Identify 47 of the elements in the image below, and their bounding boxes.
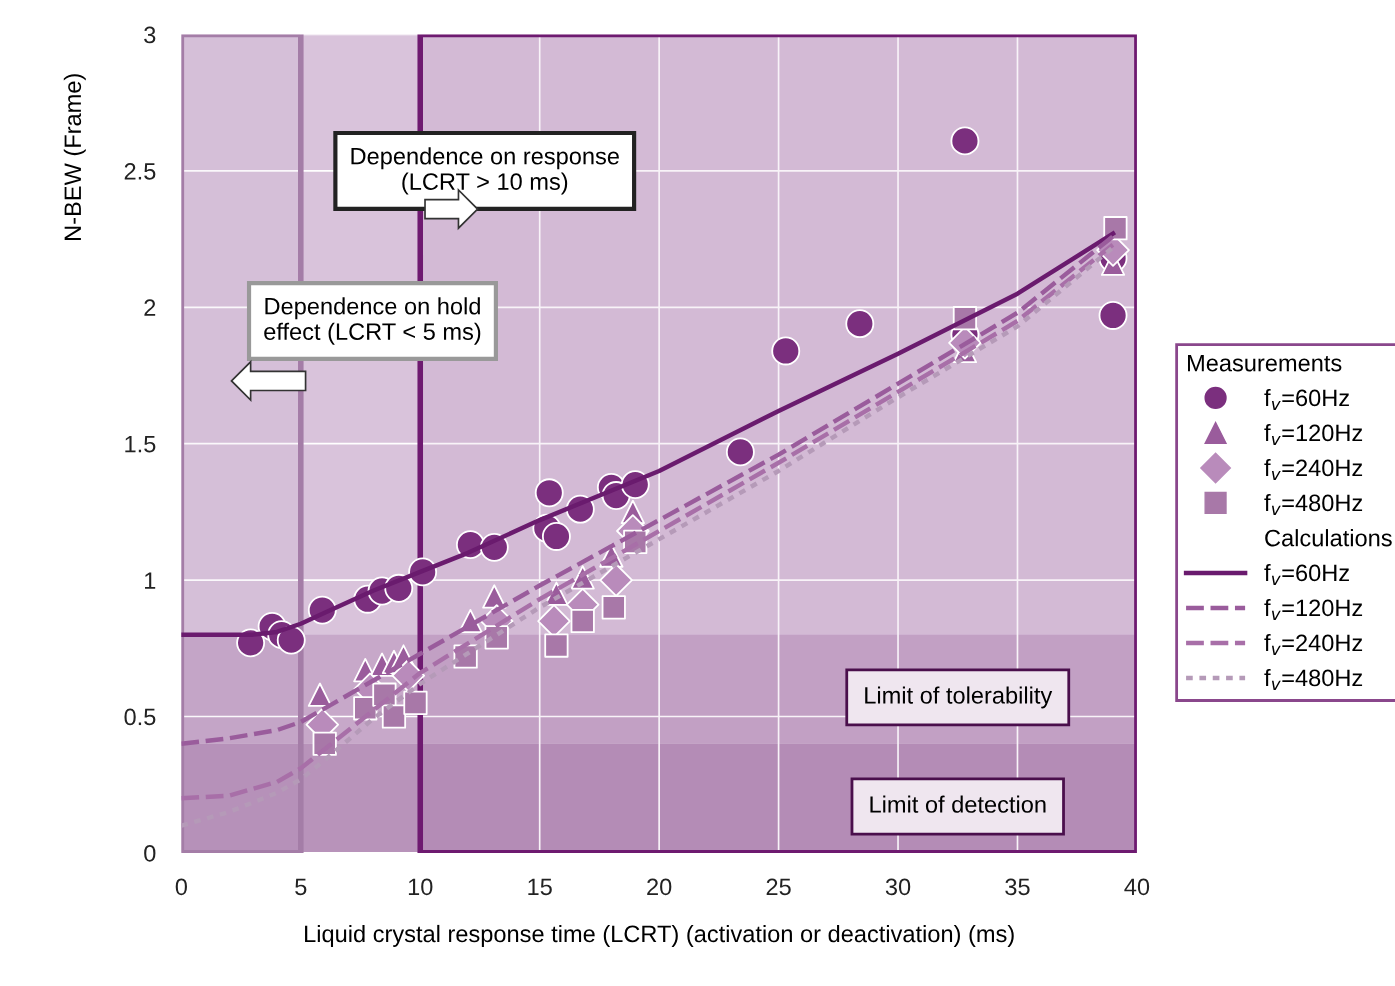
point bbox=[1098, 301, 1128, 330]
y-tick-label: 0.5 bbox=[124, 708, 156, 726]
point bbox=[276, 625, 306, 655]
band-label: Limit of detection bbox=[870, 795, 1046, 813]
x-tick-label: 20 bbox=[647, 878, 672, 896]
point bbox=[845, 309, 875, 339]
legend-label: f$_{v}$=120Hz bbox=[1264, 598, 1363, 620]
x-tick-label: 25 bbox=[766, 878, 791, 896]
x-tick-label: 5 bbox=[295, 878, 307, 896]
y-tick-label: 2.5 bbox=[124, 162, 156, 180]
legend-label: f$_{v}$=60Hz bbox=[1264, 388, 1349, 410]
x-tick-label: 10 bbox=[408, 878, 433, 896]
x-tick-label: 0 bbox=[175, 878, 187, 896]
x-tick-label: 15 bbox=[528, 878, 552, 896]
annotation: Dependence on response (LCRT > 10 ms) bbox=[351, 147, 619, 195]
point bbox=[599, 563, 633, 597]
x-tick-label: 40 bbox=[1124, 878, 1150, 896]
point bbox=[950, 126, 980, 156]
legend-label: f$_{v}$=120Hz bbox=[1264, 423, 1363, 445]
annotation: Dependence on hold effect (LCRT < 5 ms) bbox=[264, 297, 481, 345]
legend-label: f$_{v}$=240Hz bbox=[1264, 633, 1363, 655]
point bbox=[771, 336, 801, 366]
legend-label: f$_{v}$=60Hz bbox=[1264, 563, 1349, 585]
legend-label: f$_{v}$=240Hz bbox=[1264, 458, 1363, 480]
y-tick-label: 3 bbox=[144, 26, 156, 44]
point bbox=[601, 595, 626, 620]
x-tick-label: 30 bbox=[885, 878, 911, 896]
point bbox=[544, 633, 569, 658]
x-axis-title: Liquid crystal response time (LCRT) (activation or deactivation) (ms) bbox=[305, 924, 1014, 947]
point bbox=[534, 478, 564, 508]
point bbox=[403, 690, 428, 715]
y-axis-title: N-BEW (Frame) bbox=[63, 74, 86, 240]
point bbox=[541, 522, 571, 551]
y-tick-label: 2 bbox=[144, 299, 156, 316]
band-label: Limit of tolerability bbox=[865, 686, 1053, 709]
legend-title: Measurements bbox=[1188, 354, 1342, 372]
x-tick-label: 35 bbox=[1005, 878, 1030, 896]
legend-label: f$_{v}$=480Hz bbox=[1264, 493, 1363, 515]
y-tick-label: 1 bbox=[145, 572, 156, 589]
y-tick-label: 0 bbox=[144, 844, 156, 862]
y-tick-label: 1.5 bbox=[125, 436, 156, 453]
point bbox=[725, 437, 755, 467]
point bbox=[307, 682, 333, 707]
legend-label: f$_{v}$=480Hz bbox=[1264, 668, 1363, 690]
text: Calculations bbox=[1265, 529, 1392, 547]
point bbox=[381, 704, 407, 729]
point bbox=[570, 608, 595, 634]
